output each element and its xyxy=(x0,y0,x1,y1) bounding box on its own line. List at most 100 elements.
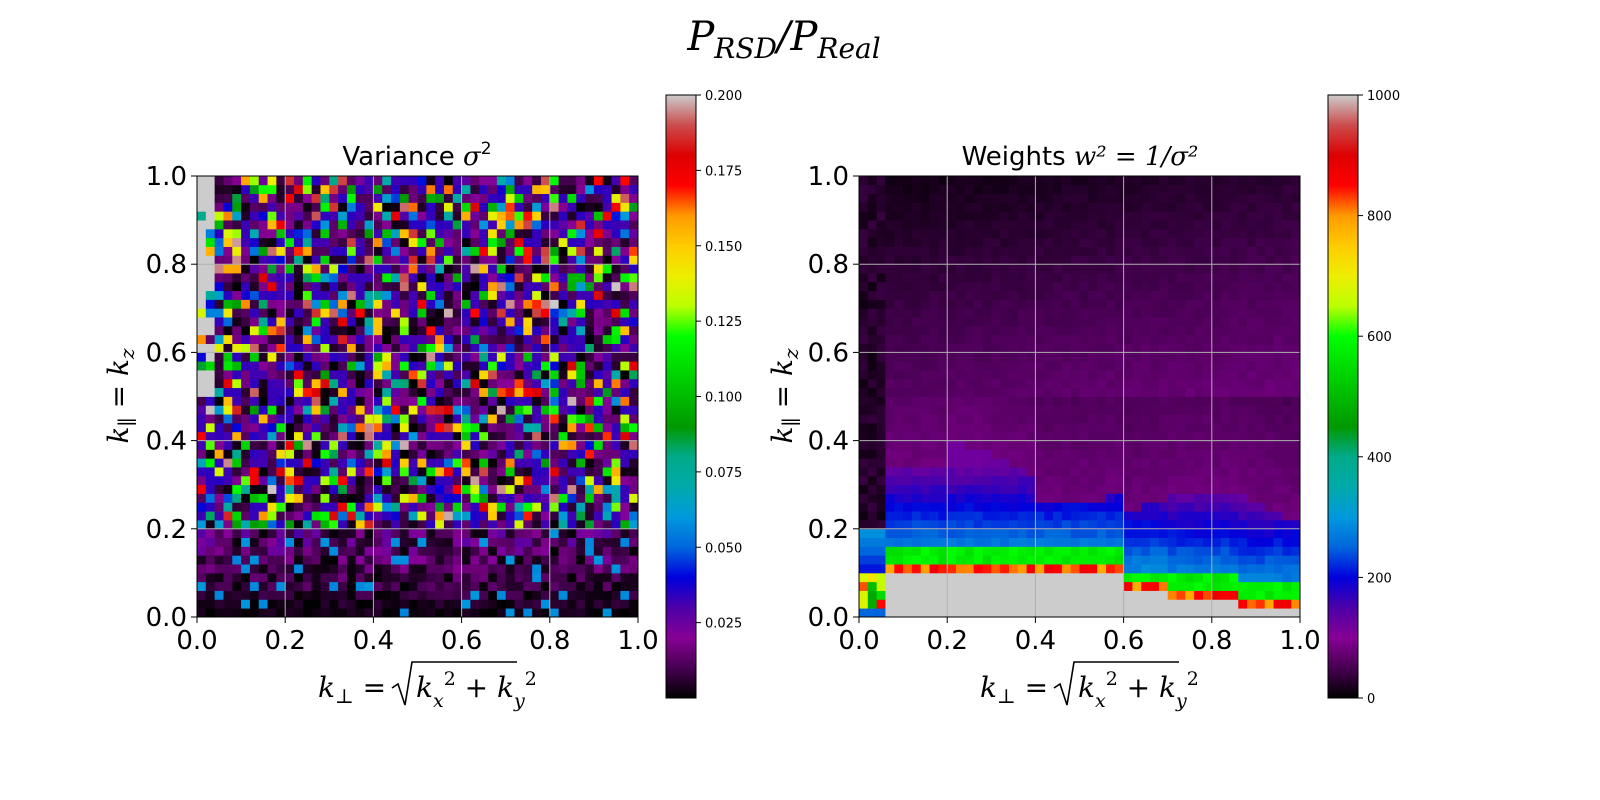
heatmap-cell xyxy=(629,317,639,327)
heatmap-cell xyxy=(435,184,445,195)
heatmap-cell xyxy=(903,308,913,318)
heatmap-cell xyxy=(408,546,418,556)
heatmap-cell xyxy=(620,590,630,600)
heatmap-cell xyxy=(399,325,410,336)
heatmap-cell xyxy=(1167,211,1177,221)
heatmap-cell xyxy=(1000,317,1010,327)
heatmap-cell xyxy=(241,352,251,362)
heatmap-cell xyxy=(311,572,321,583)
heatmap-cell xyxy=(294,599,304,609)
heatmap-cell xyxy=(1273,176,1283,186)
heatmap-cell xyxy=(302,193,313,203)
heatmap-cell xyxy=(1229,431,1239,441)
heatmap-cell xyxy=(1132,519,1142,530)
heatmap-cell xyxy=(947,493,957,503)
heatmap-cell xyxy=(1238,378,1248,389)
heatmap-cell xyxy=(452,176,462,186)
heatmap-cell xyxy=(1017,590,1027,600)
heatmap-cell xyxy=(1123,387,1133,397)
heatmap-cell xyxy=(1061,299,1072,309)
heatmap-cell xyxy=(1132,396,1142,406)
heatmap-cell xyxy=(391,608,401,618)
heatmap-cell xyxy=(241,599,251,609)
heatmap-cell xyxy=(1158,184,1169,195)
heatmap-cell xyxy=(1167,255,1177,265)
heatmap-cell xyxy=(1167,546,1177,556)
heatmap-cell xyxy=(1123,193,1133,203)
heatmap-cell xyxy=(311,334,321,344)
heatmap-cell xyxy=(294,352,304,362)
heatmap-cell xyxy=(1229,572,1239,583)
heatmap-cell xyxy=(1053,431,1063,441)
heatmap-cell xyxy=(267,555,277,565)
heatmap-cell xyxy=(452,299,462,309)
heatmap-cell xyxy=(311,343,321,353)
heatmap-cell xyxy=(1158,281,1169,292)
heatmap-cell xyxy=(355,299,365,309)
heatmap-cell xyxy=(1202,184,1213,195)
heatmap-cell xyxy=(1079,255,1089,265)
heatmap-cell xyxy=(1158,334,1169,344)
heatmap-cell xyxy=(585,440,595,450)
heatmap-cell xyxy=(585,343,595,353)
heatmap-cell xyxy=(1105,202,1116,212)
heatmap-cell xyxy=(338,467,348,477)
heatmap-cell xyxy=(346,237,357,247)
heatmap-cell xyxy=(214,519,224,530)
heatmap-cell xyxy=(1008,422,1019,433)
heatmap-cell xyxy=(399,255,410,265)
heatmap-cell xyxy=(479,361,489,371)
heatmap-cell xyxy=(223,555,233,565)
heatmap-cell xyxy=(1044,555,1054,565)
heatmap-cell xyxy=(197,449,207,459)
heatmap-cell xyxy=(1008,220,1019,230)
heatmap-cell xyxy=(973,317,983,327)
heatmap-cell xyxy=(947,299,957,309)
heatmap-cell xyxy=(311,484,321,494)
heatmap-cell xyxy=(576,255,586,265)
heatmap-cell xyxy=(1247,475,1257,486)
heatmap-cell xyxy=(1123,440,1133,450)
heatmap-cell xyxy=(947,264,957,274)
heatmap-cell xyxy=(1008,484,1019,494)
heatmap-cell xyxy=(232,211,242,221)
heatmap-cell xyxy=(629,378,639,389)
heatmap-cell xyxy=(991,528,1001,539)
heatmap-cell xyxy=(399,555,410,565)
heatmap-cell xyxy=(1097,546,1107,556)
heatmap-cell xyxy=(223,484,233,494)
heatmap-cell xyxy=(1158,405,1169,415)
heatmap-cell xyxy=(1220,343,1230,353)
heatmap-cell xyxy=(1123,211,1133,221)
heatmap-cell xyxy=(329,564,339,574)
heatmap-cell xyxy=(408,431,418,441)
heatmap-cell xyxy=(214,352,224,362)
heatmap-cell xyxy=(505,458,515,468)
heatmap-cell xyxy=(1176,414,1186,424)
heatmap-cell xyxy=(1008,458,1019,468)
heatmap-cell xyxy=(859,317,869,327)
heatmap-cell xyxy=(1229,228,1239,239)
heatmap-cell xyxy=(920,334,930,344)
heatmap-cell xyxy=(859,325,869,336)
heatmap-cell xyxy=(470,361,480,371)
heatmap-cell xyxy=(276,555,286,565)
heatmap-cell xyxy=(593,449,604,459)
heatmap-cell xyxy=(302,220,313,230)
heatmap-cell xyxy=(1229,396,1239,406)
heatmap-cell xyxy=(894,590,904,600)
heatmap-cell xyxy=(867,361,878,371)
heatmap-cell xyxy=(867,414,878,424)
heatmap-cell xyxy=(1211,237,1222,247)
heatmap-cell xyxy=(585,334,595,344)
heatmap-cell xyxy=(214,220,224,230)
heatmap-cell xyxy=(1229,334,1239,344)
heatmap-cell xyxy=(903,440,913,450)
heatmap-cell xyxy=(364,572,374,583)
heatmap-cell xyxy=(285,396,295,406)
heatmap-cell xyxy=(373,193,383,203)
heatmap-cell xyxy=(885,184,895,195)
heatmap-cell xyxy=(611,184,621,195)
heatmap-cell xyxy=(1000,528,1010,539)
heatmap-cell xyxy=(1185,290,1195,300)
